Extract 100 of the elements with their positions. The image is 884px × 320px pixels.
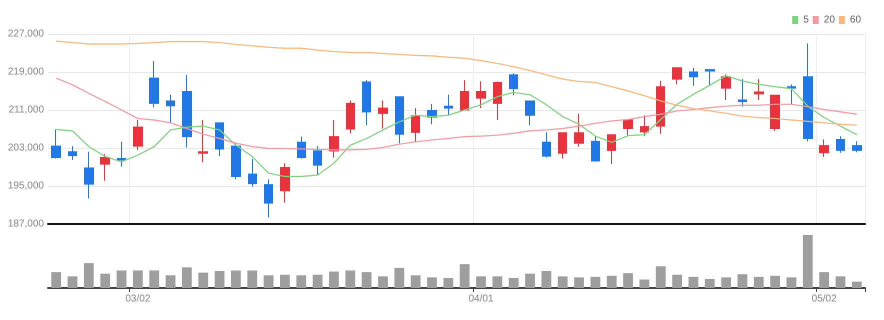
candlestick: [852, 140, 862, 153]
bar: [362, 272, 372, 288]
x-tick-label: 04/01: [468, 294, 494, 304]
candlestick: [705, 69, 715, 86]
candlestick: [509, 72, 518, 96]
bar: [116, 270, 126, 288]
candlestick: [149, 60, 159, 108]
legend-label: 60: [850, 14, 862, 26]
bar: [704, 278, 715, 288]
bar: [558, 276, 568, 288]
candlestick: [803, 43, 813, 142]
bar: [623, 273, 633, 288]
candlestick: [640, 114, 649, 137]
bar: [656, 266, 666, 288]
x-tick-label: 05/02: [812, 294, 838, 304]
bar: [640, 280, 650, 288]
bar: [443, 278, 454, 288]
candlestick: [721, 74, 731, 101]
bar: [214, 271, 224, 288]
candlestick: [248, 158, 257, 187]
candlestick: [476, 81, 486, 109]
bar: [296, 275, 306, 288]
candlestick: [133, 119, 143, 150]
bar: [427, 277, 437, 288]
bar: [68, 276, 78, 288]
candlestick: [395, 96, 404, 144]
bar: [312, 274, 323, 288]
bar: [672, 274, 682, 288]
bar: [329, 272, 339, 288]
candlestick: [574, 113, 584, 148]
candlestick: [264, 178, 273, 218]
candlestick: [100, 154, 110, 182]
bar: [819, 272, 830, 288]
candlestick: [836, 136, 845, 154]
candlestick: [607, 134, 616, 165]
bar: [802, 235, 813, 288]
y-tick-label: 195,000: [8, 180, 44, 192]
line-series: [56, 75, 858, 178]
candlestick: [166, 94, 175, 124]
bar: [51, 272, 62, 288]
candlestick: [198, 119, 208, 163]
candlestick: [313, 146, 322, 176]
bar: [754, 276, 764, 288]
bar: [738, 274, 748, 288]
bar: [508, 278, 519, 288]
bar: [280, 274, 290, 288]
candlestick: [672, 67, 682, 85]
candlestick: [623, 119, 633, 136]
candlestick: [51, 128, 61, 159]
x-tick-label: 03/02: [125, 294, 151, 304]
bar: [149, 270, 160, 288]
bar: [247, 270, 258, 288]
candlestick: [493, 81, 502, 120]
bar: [476, 276, 486, 288]
bar: [394, 268, 404, 288]
candlestick: [84, 151, 94, 199]
bar: [721, 277, 732, 288]
y-tick-label: 211,000: [8, 104, 44, 116]
candlestick: [182, 74, 192, 148]
bar: [852, 282, 862, 288]
candlestick: [558, 132, 567, 159]
bar: [100, 274, 110, 288]
bar: [166, 275, 176, 288]
candlestick: [231, 142, 241, 180]
candlestick: [542, 132, 551, 158]
y-tick-label: 187,000: [8, 218, 44, 230]
candlestick: [754, 78, 764, 101]
candlestick: [525, 100, 535, 126]
candlestick: [738, 78, 747, 108]
bar: [574, 277, 584, 288]
bar: [688, 276, 698, 288]
candlestick: [346, 100, 355, 134]
candlestick: [280, 162, 290, 204]
y-tick-label: 227,000: [8, 28, 44, 40]
legend-label: 20: [824, 14, 836, 26]
candlestick: [68, 146, 77, 160]
candlestick: [444, 94, 453, 116]
bar: [541, 271, 552, 288]
candlestick: [117, 141, 126, 168]
candlestick: [297, 136, 306, 159]
bar: [590, 276, 600, 288]
bar: [132, 270, 143, 288]
bar: [492, 276, 502, 288]
y-tick-label: 203,000: [8, 142, 44, 154]
bar: [460, 264, 470, 288]
bar: [231, 270, 241, 288]
candlestick: [411, 108, 420, 142]
bar: [345, 270, 356, 288]
candlestick: [819, 138, 829, 158]
legend-label: 5: [803, 14, 810, 26]
bar: [836, 276, 846, 288]
bar: [786, 277, 796, 288]
candlestick: [362, 80, 371, 126]
bar: [770, 276, 780, 288]
bar: [378, 276, 388, 288]
candlestick: [378, 100, 388, 130]
bar: [198, 272, 208, 288]
bar: [84, 263, 94, 288]
candlestick: [787, 84, 796, 105]
bar: [525, 274, 535, 288]
